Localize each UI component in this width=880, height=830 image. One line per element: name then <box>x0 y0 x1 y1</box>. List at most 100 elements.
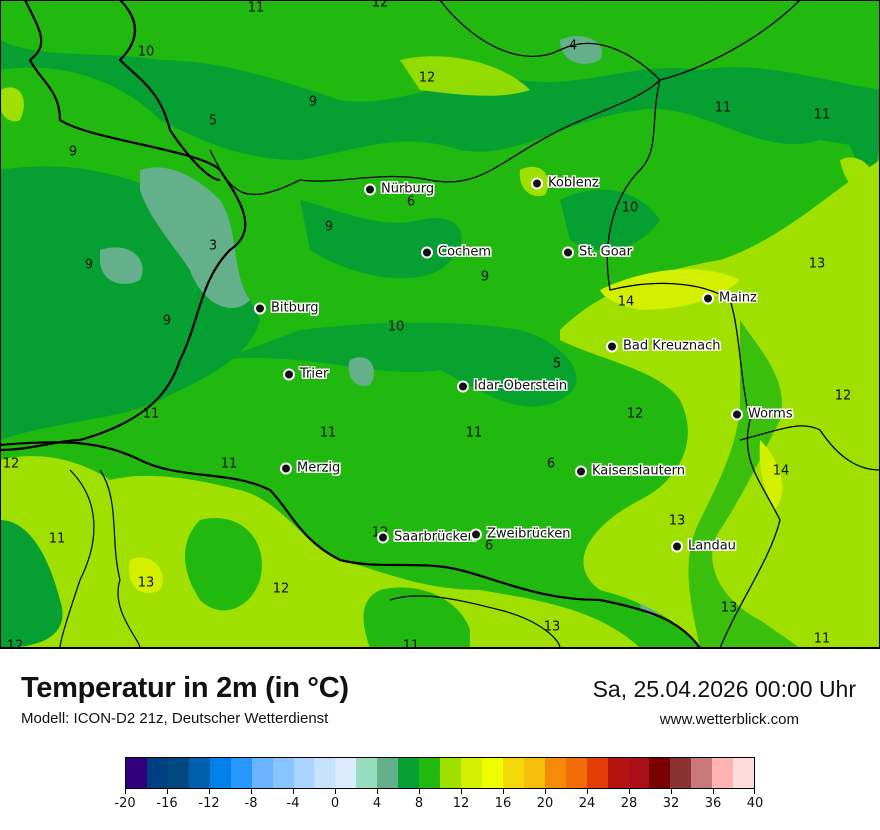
colorbar-tick <box>209 789 210 794</box>
colorbar-tick <box>629 789 630 794</box>
city-name: Nürburg <box>381 181 435 197</box>
city-name: Koblenz <box>548 175 599 191</box>
colorbar-tick-label: -16 <box>156 796 178 811</box>
city-dot-icon <box>457 380 469 392</box>
temperature-value: 12 <box>834 388 852 404</box>
temperature-value: 6 <box>484 538 494 554</box>
colorbar-tick <box>251 789 252 794</box>
city-marker: Merzig <box>280 461 340 476</box>
temperature-value: 6 <box>406 194 416 210</box>
colorbar-tick <box>377 789 378 794</box>
colorbar-tick <box>461 789 462 794</box>
colorbar-bin <box>377 758 399 788</box>
temperature-value: 12 <box>2 456 20 472</box>
colorbar-bin <box>293 758 315 788</box>
temperature-value: 13 <box>720 600 738 616</box>
city-dot-icon <box>671 540 683 552</box>
temperature-value: 4 <box>568 38 578 54</box>
city-marker: Landau <box>671 539 736 554</box>
temperature-value: 3 <box>208 238 218 254</box>
colorbar-tick-label: 24 <box>578 796 596 811</box>
temperature-value: 10 <box>621 200 639 216</box>
temperature-value: 9 <box>308 94 318 110</box>
city-marker: Kaiserslautern <box>575 464 685 479</box>
temperature-value: 14 <box>772 463 790 479</box>
temperature-value: 11 <box>142 406 160 422</box>
temperature-value: 13 <box>137 575 155 591</box>
temperature-value: 11 <box>813 107 831 123</box>
city-name: Merzig <box>297 460 341 476</box>
colorbar-bin <box>544 758 566 788</box>
colorbar-tick-label: 36 <box>704 796 722 811</box>
city-marker: Worms <box>731 407 793 422</box>
colorbar-tick-label: 8 <box>414 796 424 811</box>
colorbar-tick <box>167 789 168 794</box>
city-dot-icon <box>254 302 266 314</box>
city-marker: Nürburg <box>364 182 434 197</box>
colorbar-tick-label: -8 <box>244 796 258 811</box>
colorbar-tick <box>587 789 588 794</box>
temperature-value: 10 <box>137 44 155 60</box>
colorbar-bin <box>481 758 503 788</box>
temperature-value: 11 <box>319 425 337 441</box>
city-marker: Bad Kreuznach <box>606 339 721 354</box>
colorbar-bin <box>649 758 671 788</box>
colorbar-tick-label: -12 <box>198 796 220 811</box>
city-name: Zweibrücken <box>487 526 571 542</box>
colorbar-bin <box>126 758 147 788</box>
temperature-field <box>0 0 880 648</box>
website-link[interactable]: www.wetterblick.com <box>659 711 799 728</box>
temperature-value: 9 <box>84 257 94 273</box>
city-marker: Zweibrücken <box>470 527 570 542</box>
colorbar-bin <box>607 758 629 788</box>
city-name: Mainz <box>719 290 757 306</box>
temperature-value: 12 <box>371 0 389 11</box>
colorbar-bin <box>586 758 608 788</box>
temperature-value: 5 <box>552 356 562 372</box>
city-name: Kaiserslautern <box>592 463 686 479</box>
city-dot-icon <box>531 177 543 189</box>
city-marker: Bitburg <box>254 301 319 316</box>
temperature-value: 14 <box>617 294 635 310</box>
city-marker: Koblenz <box>531 176 599 191</box>
colorbar-tick-label: 0 <box>330 796 340 811</box>
temperature-value: 11 <box>402 638 420 649</box>
temperature-value: 9 <box>68 144 78 160</box>
temperature-value: 12 <box>272 581 290 597</box>
colorbar-bin <box>628 758 650 788</box>
colorbar-bin <box>440 758 461 788</box>
temperature-value: 10 <box>387 319 405 335</box>
colorbar-bin <box>712 758 734 788</box>
colorbar-bin <box>146 758 168 788</box>
colorbar-bin <box>356 758 378 788</box>
colorbar-tick <box>503 789 504 794</box>
city-marker: Cochem <box>421 245 491 260</box>
model-info: Modell: ICON-D2 21z, Deutscher Wetterdie… <box>21 710 329 727</box>
valid-datetime: Sa, 25.04.2026 00:00 Uhr <box>592 676 856 702</box>
temperature-value: 13 <box>668 513 686 529</box>
city-marker: Mainz <box>702 291 757 306</box>
colorbar-tick <box>713 789 714 794</box>
colorbar-tick-label: 32 <box>662 796 680 811</box>
colorbar-bin <box>398 758 420 788</box>
city-marker: Saarbrücken <box>377 530 476 545</box>
temperature-value: 11 <box>813 631 831 647</box>
colorbar-tick-label: 4 <box>372 796 382 811</box>
city-marker: Trier <box>283 367 328 382</box>
chart-title: Temperatur in 2m (in °C) <box>21 672 349 704</box>
city-name: St. Goar <box>579 244 632 260</box>
temperature-value: 12 <box>626 406 644 422</box>
city-dot-icon <box>283 368 295 380</box>
colorbar-bin <box>335 758 357 788</box>
colorbar-bin <box>523 758 545 788</box>
colorbar-bin <box>251 758 273 788</box>
city-name: Bad Kreuznach <box>623 338 721 354</box>
colorbar-tick <box>335 789 336 794</box>
city-name: Idar-Oberstein <box>474 378 568 394</box>
colorbar-bin <box>461 758 482 788</box>
city-name: Bitburg <box>271 300 319 316</box>
temperature-value: 5 <box>208 113 218 129</box>
temperature-map: 11 12 10 12 4 9 5 11 11 9 6 10 9 3 9 9 13 14 9 10 5 12 11 12 11 1… <box>0 0 880 649</box>
temperature-value: 13 <box>808 256 826 272</box>
city-name: Trier <box>300 366 329 382</box>
